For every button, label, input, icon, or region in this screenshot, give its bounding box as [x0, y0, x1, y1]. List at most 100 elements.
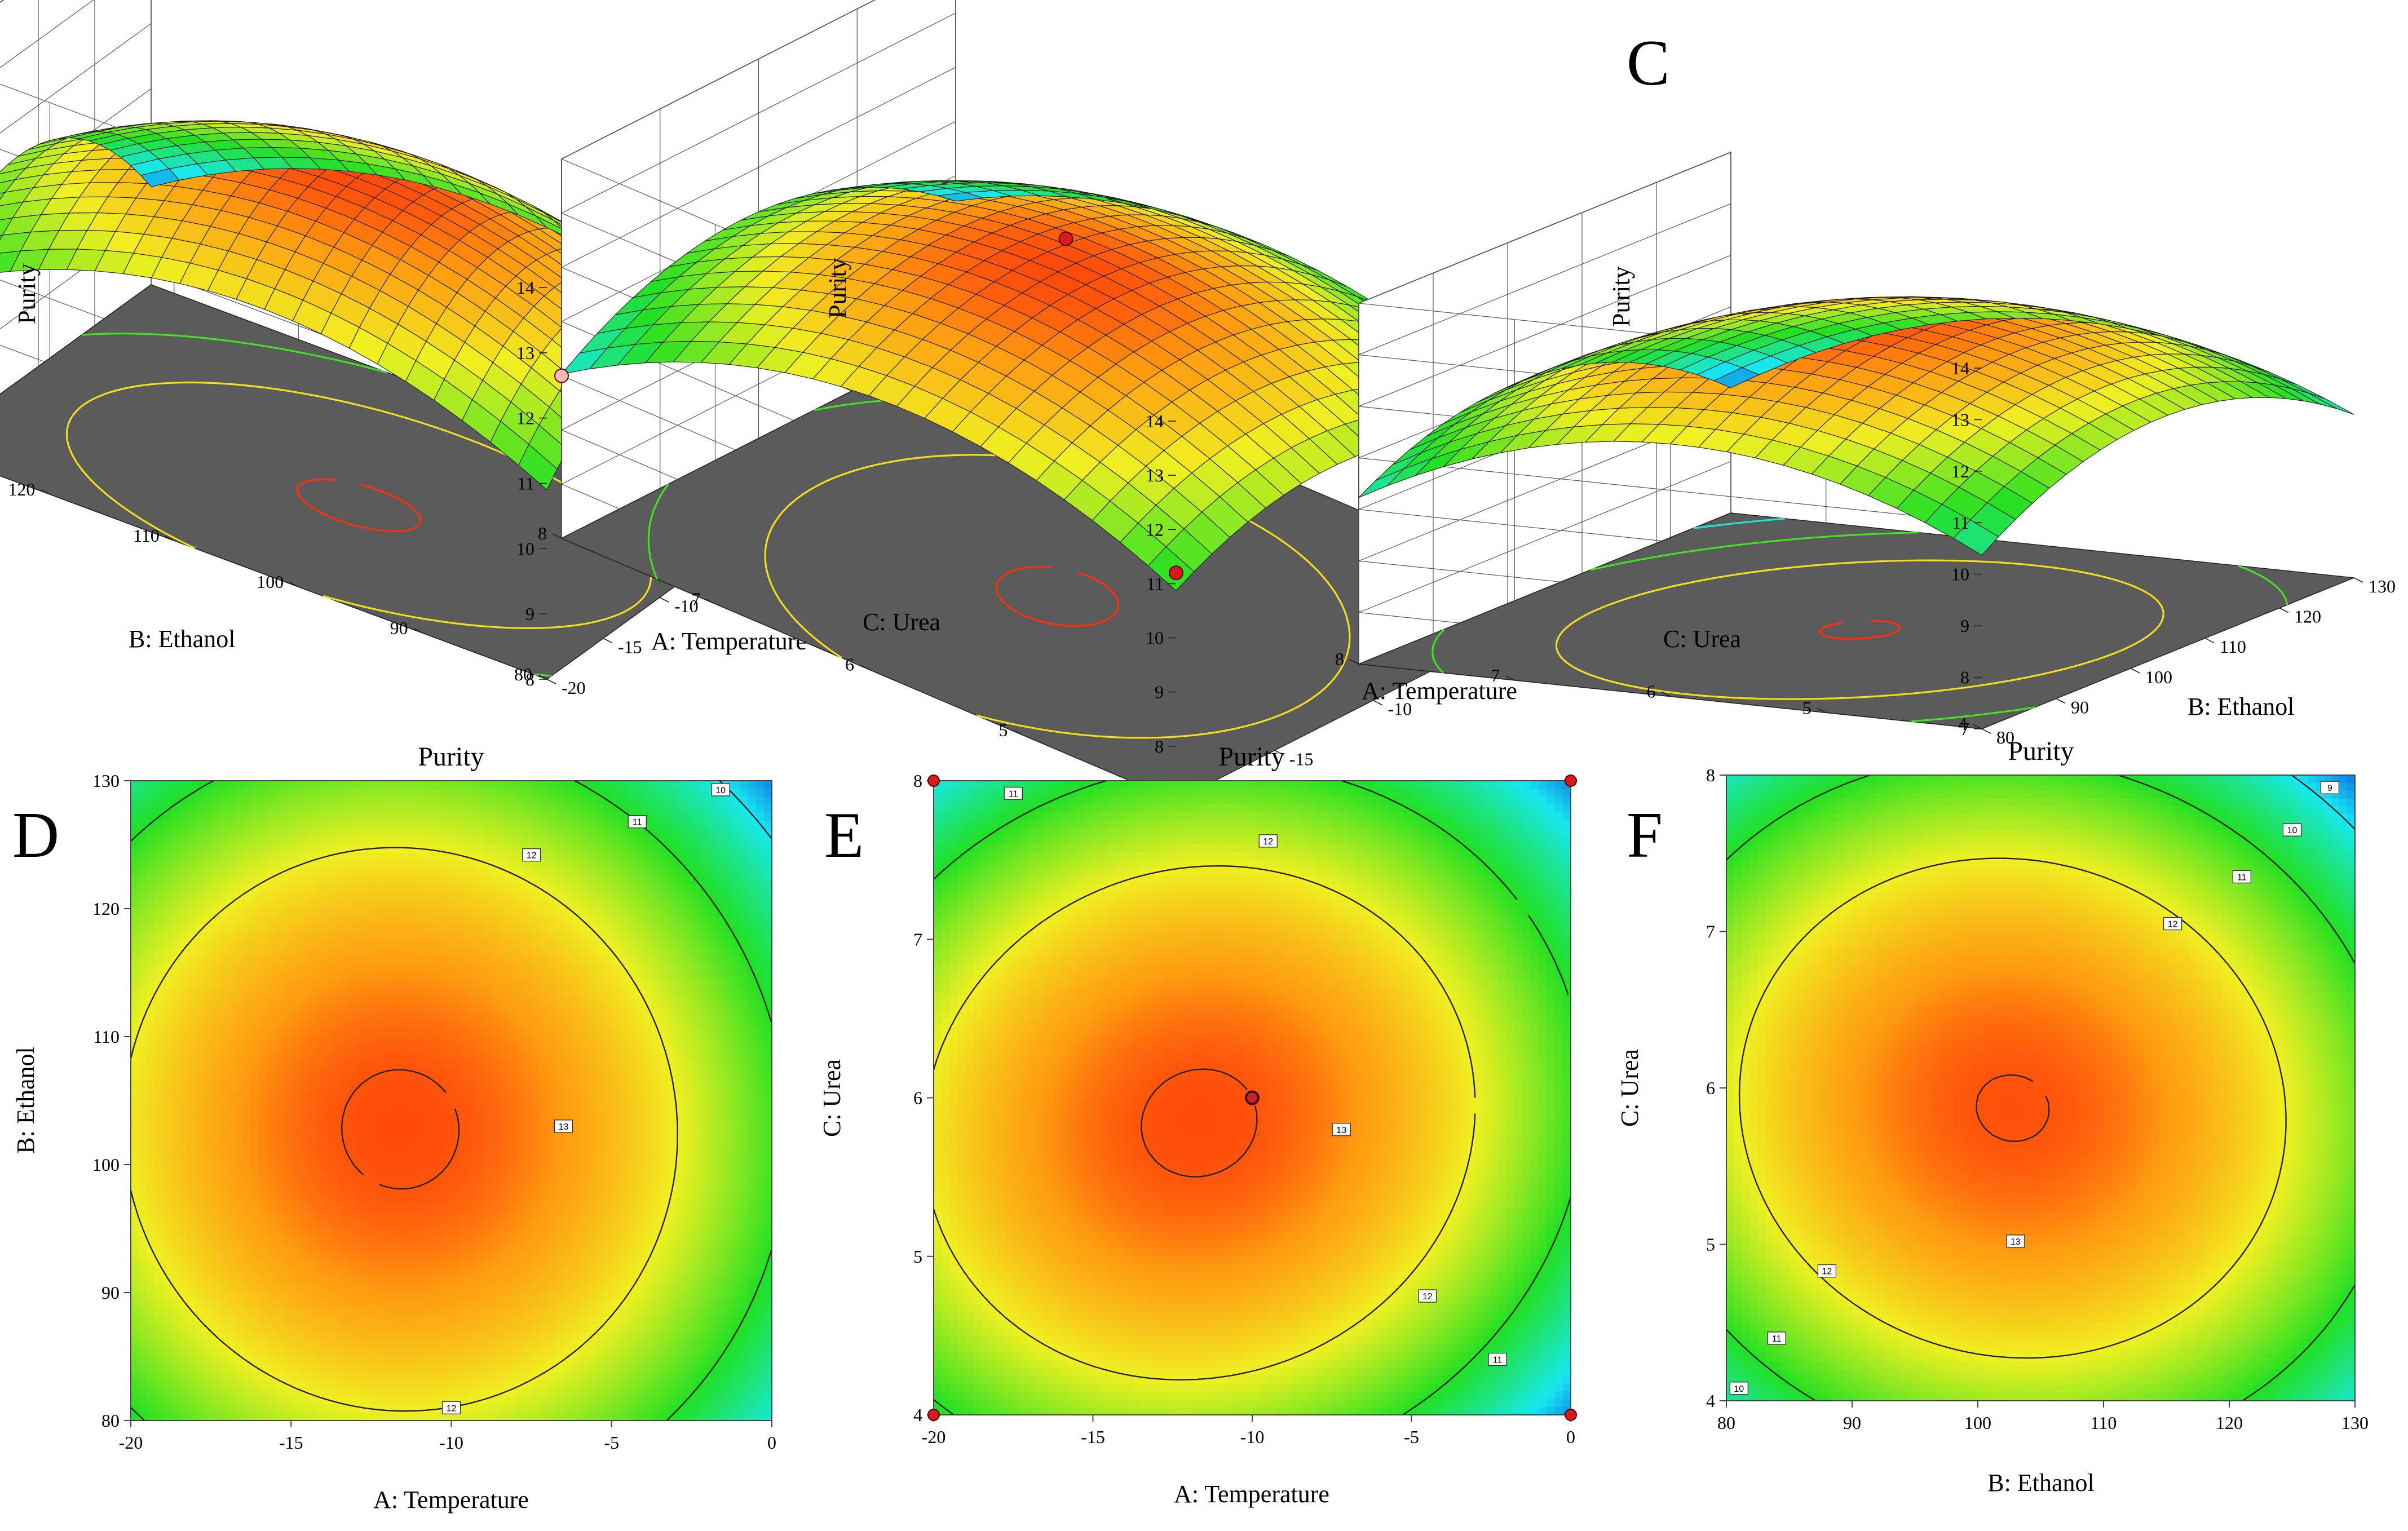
z-tick-label: 8 [1155, 736, 1164, 756]
x-tick [2204, 638, 2215, 643]
y-tick-label: 7 [692, 588, 701, 609]
design-point [554, 368, 569, 383]
z-tick-label: 13 [516, 343, 534, 363]
y-tick-label: 110 [133, 525, 160, 546]
floor-contour [296, 478, 422, 533]
xlabel-f: B: Ethanol [1987, 1469, 2094, 1497]
z-tick-label: 12 [1146, 519, 1164, 539]
contour-label: 10 [2282, 823, 2302, 837]
panel-label-d: D [12, 799, 59, 871]
y-tick [706, 599, 715, 604]
contour-label: 11 [2232, 870, 2251, 883]
x-tick-label: -20 [562, 678, 586, 698]
contour-label: 10 [711, 783, 730, 797]
z-tick-label: 10 [1146, 628, 1164, 648]
contour-line [1726, 775, 2355, 1401]
x-tick-label: 100 [2145, 667, 2172, 687]
x-tick-label: -10 [674, 596, 699, 616]
x-tick [546, 679, 556, 684]
z-tick-label: 14 [516, 277, 534, 298]
x-tick-label: 90 [2071, 697, 2089, 717]
z-tick-label: 14 [1951, 358, 1969, 378]
contour-label: 10 [1729, 1382, 1748, 1395]
y-tick-label: 5 [1802, 697, 1811, 718]
y-tick-label: 5 [999, 720, 1008, 740]
y-tick-label: 6 [1706, 1078, 1715, 1098]
y-tick-label: 8 [913, 771, 922, 791]
y-tick-label: 6 [845, 654, 854, 675]
x-tick-label: -10 [1240, 1427, 1265, 1447]
y-tick-label: 90 [390, 618, 408, 638]
design-point [927, 775, 940, 787]
x-tick-label: 0 [1566, 1427, 1575, 1447]
y-tick-label: 90 [101, 1282, 120, 1303]
y-tick [289, 582, 299, 587]
contour-label: 13 [1332, 1123, 1351, 1136]
ylabel-d: B: Ethanol [12, 1047, 39, 1153]
y-tick-label: 5 [1706, 1234, 1715, 1255]
panel-label-c: C [1627, 27, 1670, 99]
contour-plot-d: Purity 13 12 12 11 10 -20 -15 -10 -5 0 80 90 100 110… [12, 742, 776, 1514]
z-tick-label: 10 [516, 538, 534, 559]
y-tick-label: 7 [913, 929, 922, 949]
xlabel-e: A: Temperature [1174, 1480, 1329, 1508]
x-tick [659, 597, 669, 603]
panel-label-f: F [1627, 799, 1663, 871]
y-tick-label: 130 [92, 771, 120, 791]
y-tick [1349, 659, 1359, 665]
y-tick [1661, 691, 1671, 697]
x-tick-label: -5 [604, 1432, 619, 1453]
x-tick [2130, 668, 2140, 674]
design-point [927, 1409, 940, 1421]
ylabel-c: C: Urea [1663, 625, 1741, 653]
y-tick [41, 489, 50, 495]
y-tick-label: 100 [257, 572, 284, 592]
y-tick-label: 6 [1647, 682, 1656, 702]
x-tick-label: 110 [2091, 1413, 2117, 1433]
y-tick [1505, 675, 1515, 681]
y-tick [552, 533, 562, 539]
contour-label: 9 [2320, 781, 2339, 794]
x-tick-label: -15 [1081, 1427, 1105, 1447]
floor-contour [1555, 559, 2164, 700]
contour-label: 12 [1258, 834, 1278, 848]
y-tick-label: 7 [1706, 922, 1715, 942]
design-point [1169, 565, 1183, 581]
x-tick-label: 130 [2369, 576, 2396, 596]
y-tick [1013, 730, 1023, 736]
y-tick-label: 8 [538, 523, 547, 543]
contour-line [1738, 857, 2287, 1359]
title-d: Purity [418, 742, 484, 772]
contour-label: 11 [628, 815, 647, 829]
xlabel-c: B: Ethanol [2188, 693, 2294, 720]
z-tick-label: 11 [1952, 512, 1969, 533]
x-tick [603, 638, 613, 644]
contour-line [934, 781, 1571, 1415]
contour-line [1141, 1068, 1258, 1178]
z-tick-label: 8 [1960, 667, 1969, 688]
z-tick-label: 12 [1951, 461, 1969, 481]
y-tick [413, 628, 423, 634]
design-point [1565, 1409, 1577, 1421]
z-tick-label: 11 [1146, 573, 1164, 594]
floor-contour [995, 566, 1120, 627]
zlabel-a: Purity [13, 263, 41, 324]
surface-plot-c: 7 8 9 10 11 12 13 14 4 5 6 7 8 80 90 100 110 120 130 Purit… [1335, 151, 2396, 747]
x-tick-label: 120 [2216, 1413, 2243, 1433]
z-tick-label: 9 [525, 604, 534, 624]
z-tick-label: 7 [1960, 719, 1969, 739]
z-tick-label: 9 [1155, 682, 1164, 702]
z-tick-label: 8 [525, 669, 534, 689]
y-tick-label: 80 [514, 664, 532, 684]
contour-label: 11 [1004, 786, 1023, 800]
design-point [1565, 775, 1577, 787]
x-tick-label: 80 [1996, 727, 2014, 747]
contour-label: 12 [1418, 1289, 1437, 1303]
z-tick-label: 13 [1146, 465, 1164, 485]
x-tick-label: 90 [1843, 1413, 1861, 1433]
surface-patch [0, 234, 3, 241]
design-point [1245, 1090, 1260, 1105]
y-tick [1972, 724, 1982, 729]
contour-label: 12 [2163, 917, 2182, 931]
